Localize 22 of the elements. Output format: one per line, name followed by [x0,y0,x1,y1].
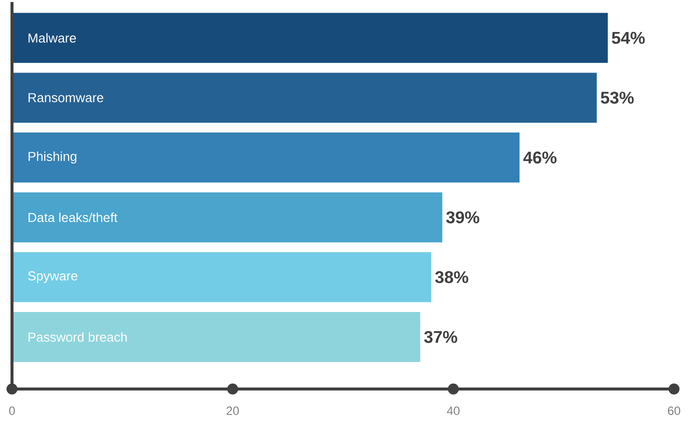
x-tick-label: 40 [446,406,460,415]
data-label: 39% [446,211,480,224]
bar [12,12,608,63]
data-label: 54% [612,32,645,44]
data-label: 46% [523,152,556,164]
bar [12,72,597,123]
x-tick-label: 60 [668,406,680,415]
y-tick-label: Phishing [28,151,76,164]
bar [12,252,432,302]
y-tick-label: Malware [28,33,76,43]
y-tick-label: Data leaks/theft [28,212,118,222]
bar [12,192,442,242]
y-tick-label: Spyware [28,271,78,284]
y-tick-label: Ransomware [28,93,104,102]
x-tick-label: 0 [9,406,15,415]
bar [12,132,520,183]
data-label: 38% [435,271,468,284]
data-label: 53% [600,92,634,104]
x-tick-label: 20 [226,406,239,415]
data-label: 37% [424,330,458,343]
bar [12,312,420,362]
y-tick-label: Password breach [28,332,127,342]
